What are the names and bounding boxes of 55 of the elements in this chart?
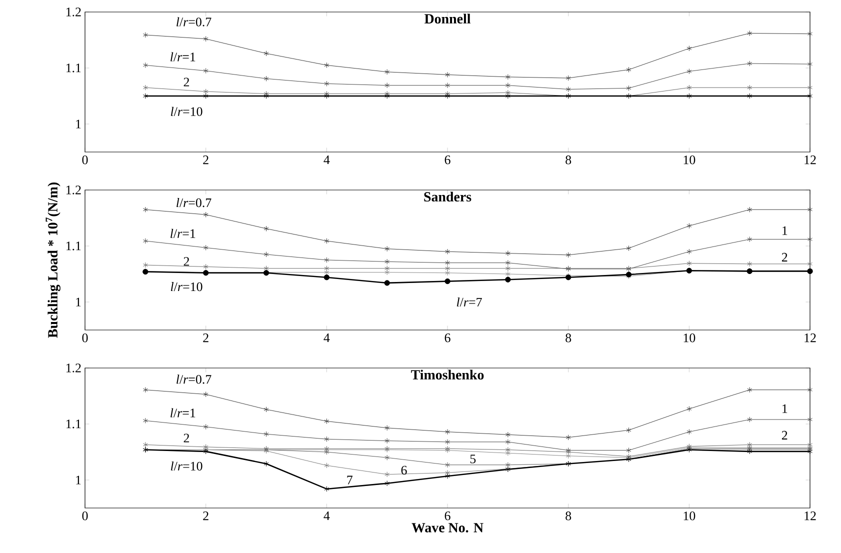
annotation: l/r=10 xyxy=(170,282,202,292)
x-axis-title: Wave No. N xyxy=(412,523,484,532)
chart-title: Sanders xyxy=(424,192,472,202)
chart-title: Timoshenko xyxy=(411,370,484,380)
x-tick-label: 8 xyxy=(566,512,572,520)
annotation: l/r=1 xyxy=(170,408,196,418)
annotation: l/r=1 xyxy=(170,52,196,62)
x-tick-label: 10 xyxy=(684,512,696,520)
x-tick-label: 2 xyxy=(203,156,208,164)
x-tick-label: 8 xyxy=(566,334,572,342)
y-axis-title: Buckling Load * 10$^{7}$(N/m) xyxy=(46,182,60,338)
x-tick-label: 10 xyxy=(684,156,696,164)
x-tick-label: 4 xyxy=(324,512,330,520)
annotation: 1 xyxy=(782,404,788,413)
annotation: 2 xyxy=(184,257,190,266)
x-tick-label: 4 xyxy=(324,334,330,342)
x-tick-label: 4 xyxy=(324,156,330,164)
annotation: l/r=7 xyxy=(456,297,482,307)
y-tick-label: 1.1 xyxy=(66,242,81,250)
annotation: l/r=10 xyxy=(170,461,202,471)
annotation: l/r=0.7 xyxy=(176,374,212,384)
x-tick-label: 10 xyxy=(684,334,696,342)
annotation: 6 xyxy=(401,466,407,475)
chart-title: Donnell xyxy=(424,14,471,24)
annotation: 2 xyxy=(782,430,788,440)
x-tick-label: 2 xyxy=(203,512,208,520)
annotation: l/r=10 xyxy=(170,106,202,116)
y-tick-label: 1 xyxy=(76,298,81,306)
y-tick-label: 1.1 xyxy=(66,64,81,72)
y-tick-label: 1 xyxy=(76,120,81,128)
x-tick-label: 0 xyxy=(82,156,88,164)
x-tick-label: 2 xyxy=(203,334,208,342)
x-tick-label: 6 xyxy=(444,156,450,164)
annotation: 7 xyxy=(347,476,353,484)
x-tick-label: 0 xyxy=(82,512,88,520)
annotation: l/r=0.7 xyxy=(176,17,212,26)
annotation: 2 xyxy=(184,434,190,442)
x-tick-label: 0 xyxy=(82,334,88,342)
y-tick-label: 1.2 xyxy=(66,8,81,16)
x-tick-label: 6 xyxy=(444,334,450,342)
y-tick-label: 1.1 xyxy=(66,420,81,428)
x-tick-label: 12 xyxy=(804,156,816,164)
annotation: 5 xyxy=(470,454,476,464)
annotation: l/r=1 xyxy=(170,228,196,238)
x-tick-label: 12 xyxy=(804,512,816,520)
annotation: 2 xyxy=(782,252,788,262)
annotation: 2 xyxy=(184,78,190,86)
annotation: 1 xyxy=(782,226,788,235)
annotation: l/r=0.7 xyxy=(176,198,212,208)
x-tick-label: 6 xyxy=(444,512,450,520)
x-tick-label: 12 xyxy=(804,334,816,342)
y-tick-label: 1.2 xyxy=(66,364,81,372)
y-tick-label: 1.2 xyxy=(66,186,81,194)
x-tick-label: 8 xyxy=(566,156,572,164)
y-tick-label: 1 xyxy=(76,476,81,484)
